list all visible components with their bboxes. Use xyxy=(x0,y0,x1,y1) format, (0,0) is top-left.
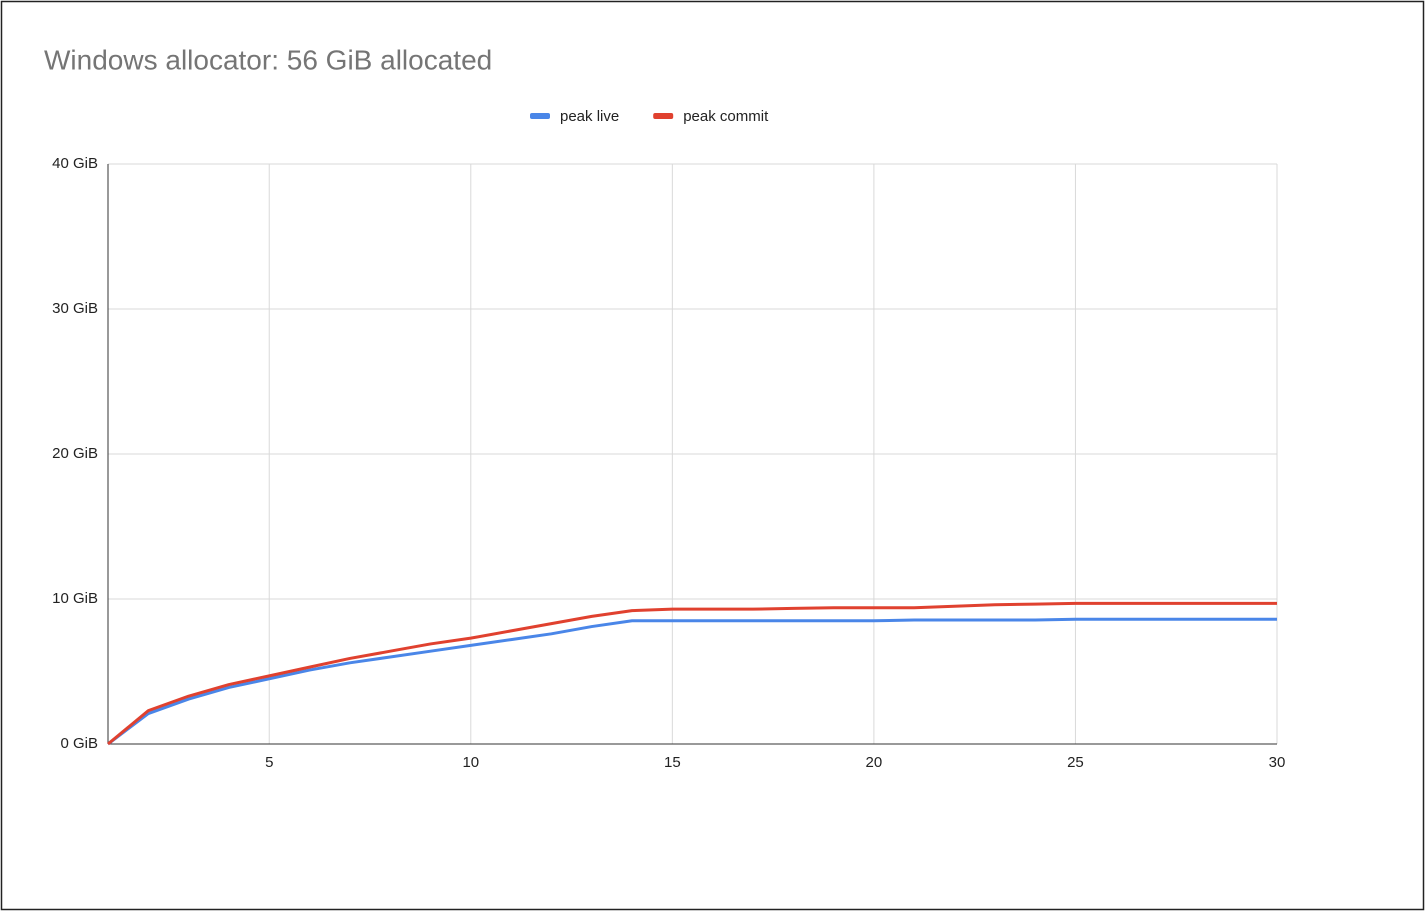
y-tick-label: 10 GiB xyxy=(52,590,98,607)
legend-label: peak live xyxy=(560,108,619,125)
x-tick-label: 5 xyxy=(265,754,273,771)
x-tick-label: 10 xyxy=(462,754,479,771)
legend-swatch xyxy=(653,113,674,119)
x-tick-label: 15 xyxy=(664,754,681,771)
y-tick-label: 30 GiB xyxy=(52,300,98,317)
chart-title: Windows allocator: 56 GiB allocated xyxy=(44,44,492,75)
y-tick-label: 40 GiB xyxy=(52,155,98,172)
series-line xyxy=(107,601,1277,746)
legend-swatch xyxy=(530,113,550,119)
y-tick-label: 0 GiB xyxy=(60,735,98,752)
x-tick-label: 20 xyxy=(866,754,883,771)
x-tick-label: 25 xyxy=(1067,754,1084,771)
series-line xyxy=(107,617,1277,746)
y-tick-label: 20 GiB xyxy=(52,445,98,462)
x-tick-label: 30 xyxy=(1269,754,1286,771)
legend-label: peak commit xyxy=(683,108,769,125)
